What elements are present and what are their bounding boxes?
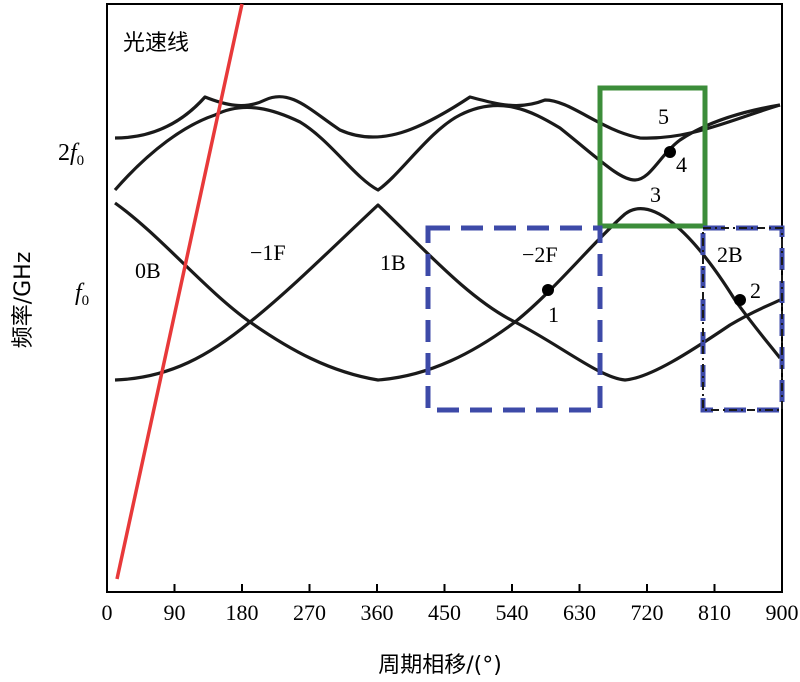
plot-frame xyxy=(106,3,783,593)
point-label-5: 5 xyxy=(658,104,669,129)
point-2-marker xyxy=(734,294,746,306)
band-label-2f: −2F xyxy=(522,242,558,267)
x-tick-label: 630 xyxy=(563,600,596,625)
blue-dashed-box xyxy=(425,225,603,413)
x-tick-label: 90 xyxy=(164,600,186,625)
x-tick-label: 450 xyxy=(428,600,461,625)
x-tick-label: 0 xyxy=(102,600,113,625)
curve-top-band xyxy=(114,95,781,140)
point-1-marker xyxy=(542,284,554,296)
dispersion-curves xyxy=(113,95,782,382)
x-tick-label: 180 xyxy=(226,600,259,625)
y-tick-2f0: 2f0 xyxy=(58,140,84,169)
band-label-2b: 2B xyxy=(717,242,743,267)
x-axis-ticks: 0 90 180 270 360 450 540 630 720 810 900 xyxy=(102,584,799,625)
x-tick-label: 270 xyxy=(293,600,326,625)
point-label-3: 3 xyxy=(650,182,661,207)
x-tick-label: 720 xyxy=(631,600,664,625)
y-axis-title: 频率/GHz xyxy=(11,252,36,349)
curve-lower-band-2 xyxy=(114,201,782,382)
point-4-marker xyxy=(664,146,676,158)
light-line xyxy=(115,3,244,580)
band-label-1b: 1B xyxy=(380,250,406,275)
y-tick-f0: f0 xyxy=(75,280,89,309)
curve-upper-band xyxy=(113,103,781,192)
point-label-4: 4 xyxy=(676,152,687,177)
band-label-1f: −1F xyxy=(250,240,286,265)
x-axis-title: 周期相移/(°) xyxy=(378,653,502,678)
x-tick-label: 900 xyxy=(766,600,799,625)
green-box xyxy=(597,85,708,229)
x-tick-label: 810 xyxy=(698,600,731,625)
x-tick-label: 540 xyxy=(496,600,529,625)
light-line-label: 光速线 xyxy=(123,31,189,56)
x-tick-label: 360 xyxy=(361,600,394,625)
dashdot-box xyxy=(702,227,783,411)
point-label-1: 1 xyxy=(548,302,559,327)
band-label-0b: 0B xyxy=(135,258,161,283)
point-label-2: 2 xyxy=(750,278,761,303)
